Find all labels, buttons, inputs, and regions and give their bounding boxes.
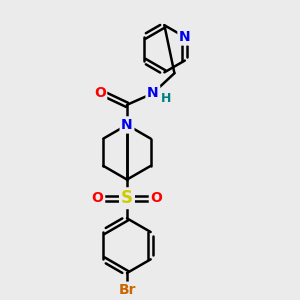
Text: N: N xyxy=(147,86,159,100)
Text: Br: Br xyxy=(118,283,136,297)
Text: N: N xyxy=(179,30,190,44)
Text: O: O xyxy=(150,191,162,205)
Text: O: O xyxy=(94,86,106,100)
Text: H: H xyxy=(160,92,171,105)
Text: N: N xyxy=(121,118,133,132)
Text: S: S xyxy=(121,189,133,207)
Text: O: O xyxy=(92,191,103,205)
